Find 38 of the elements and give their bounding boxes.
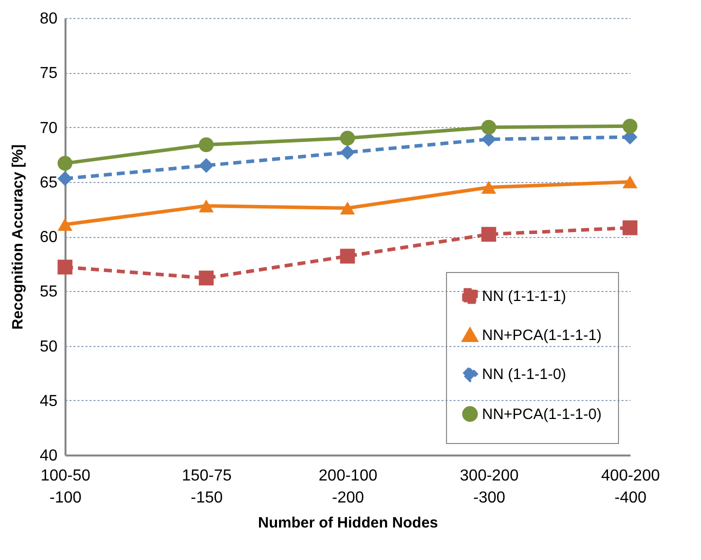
point xyxy=(481,120,496,135)
legend-label: NN (1-1-1-1) xyxy=(482,288,566,305)
x-tick-label: 300-200 -300 xyxy=(460,468,519,506)
x-tick-label: 150-75 -150 xyxy=(182,468,232,506)
y-tick-label: 40 xyxy=(40,448,58,464)
y-tick-label: 70 xyxy=(40,120,58,137)
point xyxy=(622,220,638,236)
legend-label: NN+PCA(1-1-1-1) xyxy=(482,327,602,344)
point xyxy=(198,199,214,212)
point xyxy=(58,156,72,171)
y-tick-label: 55 xyxy=(40,284,58,301)
point xyxy=(622,118,638,134)
point xyxy=(481,226,496,242)
point xyxy=(198,270,214,286)
point xyxy=(481,180,496,194)
legend-label: NN (1-1-1-0) xyxy=(482,366,566,383)
y-tick-label: 80 xyxy=(40,10,58,28)
point xyxy=(58,218,72,231)
y-axis-title: Recognition Accuracy [%] xyxy=(10,144,27,330)
point xyxy=(198,137,214,152)
y-tick-label: 60 xyxy=(40,229,58,246)
point xyxy=(622,175,638,188)
x-tick-label: 400-200 -400 xyxy=(601,468,660,506)
y-tick-label: 75 xyxy=(40,65,58,82)
point xyxy=(340,248,355,264)
point xyxy=(340,202,355,215)
x-axis-title: Number of Hidden Nodes xyxy=(258,514,438,532)
point xyxy=(340,144,355,160)
point xyxy=(58,260,72,275)
y-tick-label: 65 xyxy=(40,174,58,192)
y-tick-label: 50 xyxy=(40,338,58,356)
point xyxy=(198,158,214,173)
x-tick-label: 200-100 -200 xyxy=(318,468,378,506)
point xyxy=(58,171,72,186)
point xyxy=(340,130,355,146)
y-tick-label: 45 xyxy=(40,392,58,410)
legend-label: NN+PCA(1-1-1-0) xyxy=(482,406,602,423)
x-tick-label: 100-50 -100 xyxy=(40,468,91,506)
